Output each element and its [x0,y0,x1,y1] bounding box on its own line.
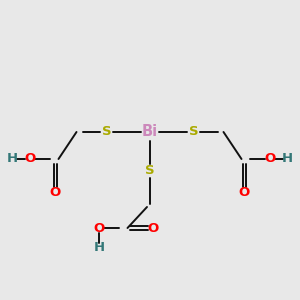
Text: O: O [24,152,36,166]
Text: O: O [93,221,105,235]
Text: O: O [147,221,159,235]
Text: O: O [50,185,61,199]
Text: H: H [93,241,105,254]
Text: O: O [264,152,276,166]
Text: H: H [7,152,18,166]
Text: S: S [145,164,155,178]
Text: O: O [239,185,250,199]
Text: H: H [282,152,293,166]
Text: S: S [189,125,198,139]
Text: S: S [102,125,111,139]
Text: Bi: Bi [142,124,158,140]
